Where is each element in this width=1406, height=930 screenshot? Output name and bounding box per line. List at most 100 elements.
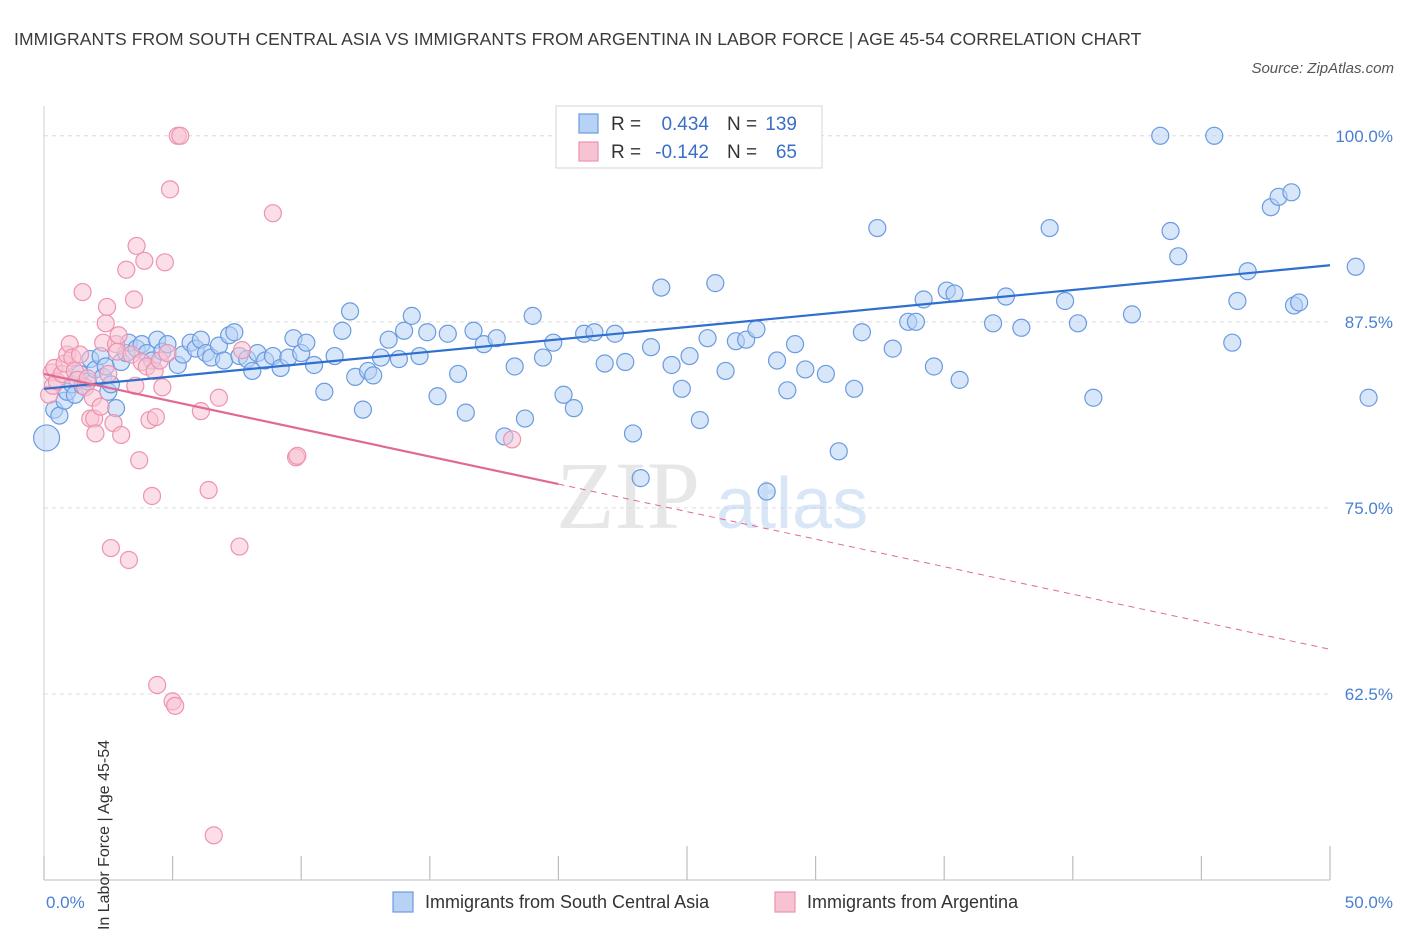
stats-n-value: 65 (776, 142, 797, 163)
south-central-asia-point (315, 382, 334, 401)
argentina-point (288, 446, 307, 465)
south-central-asia-point (662, 355, 681, 375)
argentina-point (166, 696, 185, 715)
series-south-central-asia (32, 126, 1378, 501)
argentina-point (127, 236, 146, 256)
south-central-asia-point (533, 348, 553, 367)
argentina-point (263, 204, 283, 223)
trend-lines (43, 264, 1331, 650)
south-central-asia-point (1084, 388, 1103, 407)
stats-legend-box (555, 105, 823, 169)
argentina-point (199, 480, 218, 500)
south-central-asia-point (1122, 305, 1142, 324)
argentina-point (109, 326, 128, 345)
south-central-asia-point (616, 352, 635, 372)
south-central-asia-point (852, 323, 871, 342)
argentina-point (209, 388, 228, 407)
south-central-asia-point (464, 321, 483, 340)
y-tick-label: 100.0% (1335, 127, 1393, 146)
series-argentina (40, 126, 522, 845)
series-legend-swatch (392, 891, 414, 913)
argentina-point (91, 397, 110, 416)
south-central-asia-point (1359, 388, 1378, 407)
south-central-asia-point (438, 324, 457, 343)
south-central-asia-point (523, 306, 542, 325)
argentina-point (146, 407, 165, 427)
south-central-asia-point (353, 400, 373, 419)
watermark-atlas: atlas (716, 464, 868, 544)
south-central-asia-point (785, 335, 805, 354)
x-tick-label: 0.0% (46, 893, 85, 912)
south-central-asia-point (883, 339, 902, 358)
south-central-asia-point (690, 410, 709, 430)
argentina-point (232, 341, 252, 360)
argentina-point (97, 297, 117, 317)
watermark: ZIP atlas (556, 442, 868, 549)
argentina-point (86, 424, 105, 443)
south-central-asia-point (950, 370, 969, 389)
series-legend-label: Immigrants from Argentina (807, 892, 1019, 912)
south-central-asia-point (778, 381, 797, 400)
south-central-asia-point (983, 314, 1003, 333)
south-central-asia-point (829, 442, 848, 461)
south-central-asia-point (379, 330, 398, 349)
argentina-point (171, 126, 190, 145)
y-tick-label: 75.0% (1345, 499, 1393, 518)
stats-r-label: R = (611, 142, 641, 163)
south-central-asia-point (623, 424, 643, 443)
tick-labels: 100.0% 87.5% 75.0% 62.5% 0.0% 50.0% (46, 127, 1393, 912)
axes (43, 106, 1331, 881)
argentina-point (70, 345, 90, 364)
south-central-asia-point (1161, 221, 1180, 241)
series-legend-swatch (774, 891, 796, 913)
chart-title: IMMIGRANTS FROM SOUTH CENTRAL ASIA VS IM… (14, 29, 1142, 49)
south-central-asia-point (1228, 291, 1247, 311)
x-tick-label: 50.0% (1345, 893, 1393, 912)
stats-n-label: N = (727, 114, 757, 135)
south-central-asia-point (1290, 293, 1309, 312)
south-central-asia-point (554, 385, 573, 404)
argentina-point (96, 314, 115, 333)
argentina-point (99, 364, 118, 384)
series-legend: Immigrants from South Central Asia Immigr… (392, 891, 1019, 913)
south-central-asia-point (924, 357, 944, 376)
south-central-asia-point (1068, 314, 1088, 333)
south-central-asia-point (410, 346, 429, 366)
south-central-asia-point (1012, 318, 1031, 337)
south-central-asia-point (214, 351, 234, 370)
y-axis-label: In Labor Force | Age 45-54 (96, 739, 114, 930)
argentina-point (142, 486, 162, 506)
south-central-asia-point (364, 366, 383, 385)
south-central-asia-point (106, 399, 126, 418)
argentina-point (119, 550, 138, 570)
argentina-point (153, 378, 172, 397)
south-central-asia-point (1055, 291, 1075, 311)
south-central-asia-point (544, 333, 563, 352)
south-central-asia-point (402, 306, 421, 325)
south-central-asia-point (225, 323, 244, 342)
south-central-asia-point (564, 399, 583, 418)
stats-r-value: 0.434 (661, 114, 709, 135)
argentina-point (155, 253, 174, 272)
south-central-asia-point (906, 312, 926, 331)
source-label: Source: ZipAtlas.com (1251, 60, 1394, 77)
south-central-asia-point (706, 274, 725, 293)
argentina-point (503, 430, 522, 449)
south-central-asia-point (448, 364, 468, 384)
south-central-asia-point (456, 403, 475, 422)
argentina-point (230, 537, 249, 556)
argentina-point (130, 451, 149, 470)
south-central-asia-point (297, 333, 316, 352)
south-central-asia-point (428, 387, 447, 406)
trend-south-central-asia (43, 264, 1331, 390)
stats-r-value: -0.142 (655, 142, 709, 163)
argentina-point (101, 538, 120, 558)
argentina-point (160, 180, 180, 199)
south-central-asia-point (1040, 218, 1059, 238)
y-tick-label: 62.5% (1345, 685, 1393, 704)
argentina-point (158, 343, 177, 363)
south-central-asia-point (515, 409, 535, 428)
argentina-point (117, 260, 136, 279)
south-central-asia-point (32, 424, 61, 452)
